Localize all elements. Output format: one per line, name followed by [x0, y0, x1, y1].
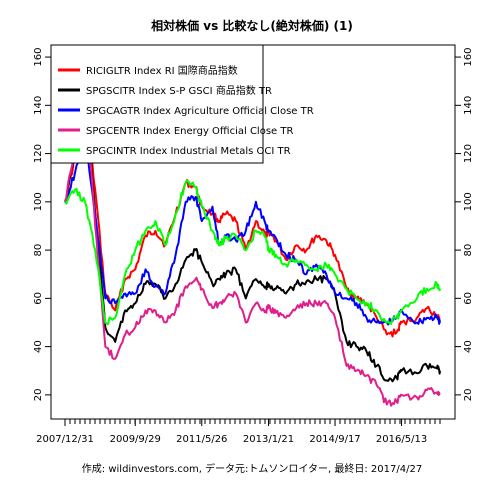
series-line-4: [64, 80, 441, 407]
legend-label-5: SPGCINTR Index Industrial Metals OCI TR: [86, 146, 291, 157]
x-tick-label: 2009/9/29: [110, 434, 161, 445]
y-tick-label-right: 20: [463, 389, 474, 402]
y-tick-label-left: 40: [33, 340, 44, 353]
y-tick-label-right: 80: [463, 244, 474, 257]
y-tick-label-right: 60: [463, 292, 474, 305]
x-tick-label: 2011/5/26: [176, 434, 227, 445]
axes-layer: 20 20 40 40 60 60 80 80 100 100 120 120 140 140 160 160…: [33, 48, 474, 445]
legend-box: [50, 44, 264, 164]
legend-label-4: SPGCENTR Index Energy Official Close TR: [86, 126, 293, 137]
legend-label-1: RICIGLTR Index RI 国際商品指数: [86, 64, 238, 77]
legend-label-2: SPGSCITR Index S-P GSCI 商品指数 TR: [86, 84, 272, 97]
y-tick-label-left: 20: [33, 389, 44, 402]
chart-title: 相対株価 vs 比較なし(絶対株価) (1): [151, 18, 353, 33]
series-line-3: [64, 133, 441, 326]
y-tick-label-right: 100: [463, 192, 474, 211]
y-tick-label-right: 160: [463, 48, 474, 67]
legend: RICIGLTR Index RI 国際商品指数 SPGSCITR Index S…: [50, 44, 314, 164]
legend-label-3: SPGCAGTR Index Agriculture Official Clos…: [86, 106, 314, 117]
y-tick-label-left: 100: [33, 192, 44, 211]
y-tick-label-left: 160: [33, 48, 44, 67]
x-tick-label: 2007/12/31: [36, 434, 94, 445]
y-tick-label-right: 40: [463, 340, 474, 353]
chart-caption: 作成: wildinvestors.com, データ元:トムソンロイター, 最終…: [82, 462, 422, 475]
x-tick-label: 2013/1/21: [243, 434, 294, 445]
y-tick-label-left: 140: [33, 96, 44, 115]
x-tick-label: 2014/9/17: [309, 434, 360, 445]
y-tick-label-right: 120: [463, 144, 474, 163]
y-tick-label-left: 60: [33, 292, 44, 305]
x-tick-label: 2016/5/13: [376, 434, 427, 445]
lines-layer: [64, 80, 441, 407]
series-line-2: [64, 85, 441, 383]
y-tick-label-left: 80: [33, 244, 44, 257]
series-line-5: [64, 179, 441, 326]
y-tick-label-left: 120: [33, 144, 44, 163]
y-tick-label-right: 140: [463, 96, 474, 115]
